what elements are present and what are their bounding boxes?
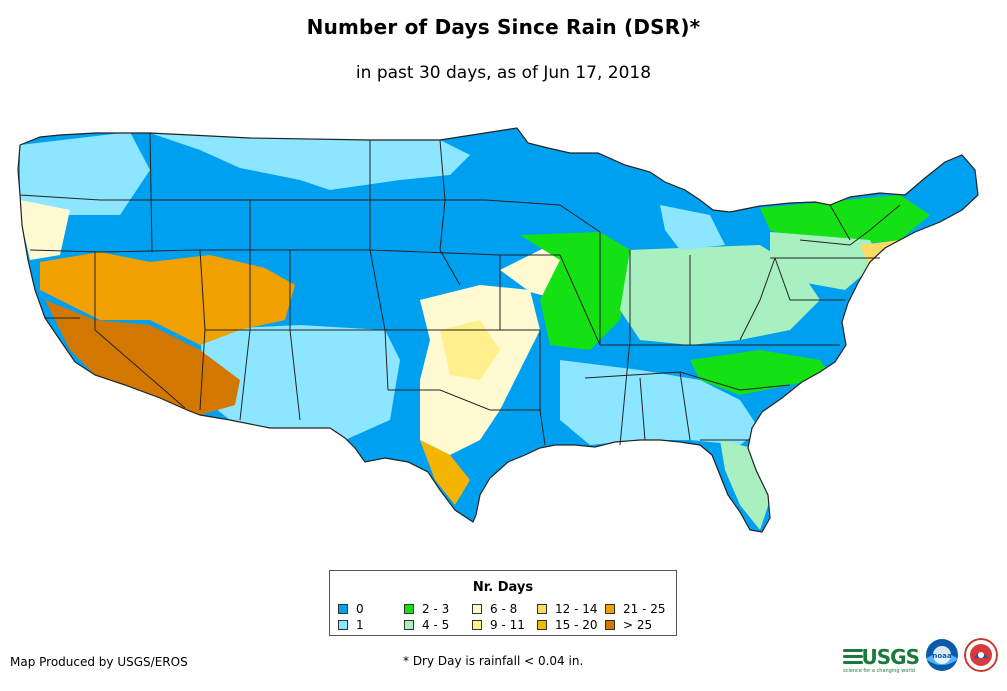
legend-swatch <box>338 619 348 630</box>
region-cal-az-dark <box>45 300 240 415</box>
legend-swatch <box>472 619 482 630</box>
legend-label: 4 - 5 <box>422 617 450 632</box>
state-borders <box>17 127 979 533</box>
nws-logo-icon <box>964 638 998 672</box>
dsr-regions <box>20 132 930 530</box>
legend-label: 6 - 8 <box>490 601 518 616</box>
region-michigan-light <box>660 205 725 250</box>
legend-item: > 25 <box>605 617 653 632</box>
usgs-logo-text: USGS <box>861 645 920 669</box>
region-southeast-light <box>560 360 760 445</box>
usgs-logo: USGS science for a changing world <box>843 640 920 674</box>
legend-item: 15 - 20 <box>537 617 598 632</box>
region-pnw-light <box>20 132 150 215</box>
region-north-plains-light <box>150 133 470 190</box>
legend-swatch <box>404 619 414 630</box>
legend-label: > 25 <box>623 617 653 632</box>
legend-item: 12 - 14 <box>537 601 598 616</box>
legend-swatch <box>537 619 547 630</box>
legend-swatch <box>605 619 615 630</box>
region-south-texas-orange <box>420 440 470 505</box>
region-coast-pale <box>20 200 70 260</box>
map-title: Number of Days Since Rain (DSR)* <box>306 15 701 39</box>
legend: Nr. Days 0 1 2 - 3 4 - 5 6 - 8 9 - 11 12… <box>329 570 677 636</box>
region-carolinas-green <box>690 350 830 395</box>
footnote-text: * Dry Day is rainfall < 0.04 in. <box>403 654 584 668</box>
region-midwest-green <box>520 232 630 350</box>
region-southwest-light <box>200 325 400 440</box>
legend-swatch <box>338 603 348 614</box>
legend-swatch <box>472 603 482 614</box>
legend-label: 2 - 3 <box>422 601 450 616</box>
legend-label: 21 - 25 <box>623 601 666 616</box>
legend-swatch <box>605 603 615 614</box>
legend-label: 0 <box>356 601 364 616</box>
legend-item: 2 - 3 <box>404 601 450 616</box>
legend-item: 9 - 11 <box>472 617 525 632</box>
legend-swatch <box>537 603 547 614</box>
legend-item: 4 - 5 <box>404 617 450 632</box>
region-great-basin <box>40 252 295 345</box>
legend-label: 15 - 20 <box>555 617 598 632</box>
legend-label: 12 - 14 <box>555 601 598 616</box>
region-mid-atlantic-light <box>770 232 880 290</box>
region-southern-plains-yellow <box>440 320 500 380</box>
legend-swatch <box>404 603 414 614</box>
legend-title: Nr. Days <box>472 580 534 595</box>
legend-item: 6 - 8 <box>472 601 518 616</box>
region-ohio-valley <box>620 245 820 345</box>
legend-item: 1 <box>338 617 364 632</box>
legend-item: 21 - 25 <box>605 601 666 616</box>
usgs-wave-icon <box>843 646 863 668</box>
credit-text: Map Produced by USGS/EROS <box>10 655 188 669</box>
legend-item: 0 <box>338 601 364 616</box>
legend-label: 9 - 11 <box>490 617 525 632</box>
map-subtitle: in past 30 days, as of Jun 17, 2018 <box>355 63 652 83</box>
noaa-logo-icon: noaa <box>926 639 958 671</box>
region-northeast-green <box>760 195 930 245</box>
legend-label: 1 <box>356 617 364 632</box>
usgs-tagline: science for a changing world <box>843 668 915 674</box>
noaa-logo-text: noaa <box>932 652 952 660</box>
